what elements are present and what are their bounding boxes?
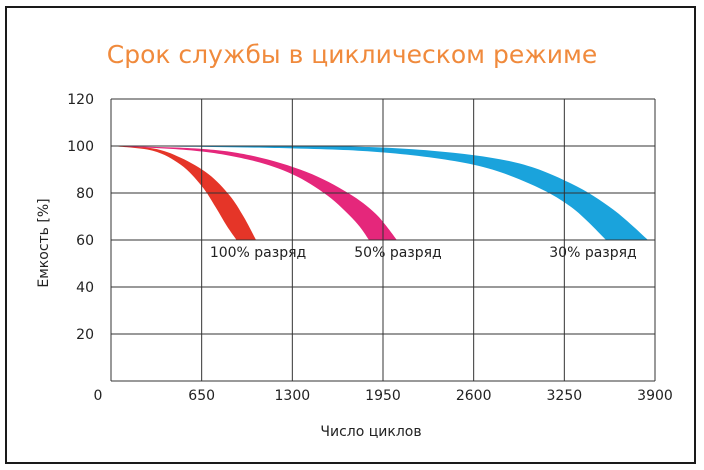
x-tick-label: 3900 [637, 388, 673, 404]
series-label-3: 30% разряд [549, 245, 636, 261]
x-tick-label: 1300 [275, 388, 311, 404]
x-tick-label: 0 [94, 388, 103, 404]
series-label-1: 100% разряд [210, 245, 306, 261]
y-tick-label: 20 [76, 327, 94, 343]
y-tick-label: 100 [67, 139, 94, 155]
x-tick-label: 3250 [547, 388, 583, 404]
series-label-2: 50% разряд [354, 245, 441, 261]
y-tick-label: 80 [76, 186, 94, 202]
y-tick-label: 40 [76, 280, 94, 296]
x-tick-label: 2600 [456, 388, 492, 404]
y-axis-label: Емкость [%] [36, 198, 52, 287]
x-tick-label: 1950 [365, 388, 401, 404]
y-tick-label: 120 [67, 92, 94, 108]
x-axis-label: Число циклов [320, 424, 421, 440]
series-band-3 [111, 145, 649, 240]
chart-title: Срок службы в циклическом режиме [106, 40, 598, 69]
x-tick-label: 650 [188, 388, 215, 404]
chart-frame [5, 6, 696, 464]
y-tick-label: 60 [76, 233, 94, 249]
